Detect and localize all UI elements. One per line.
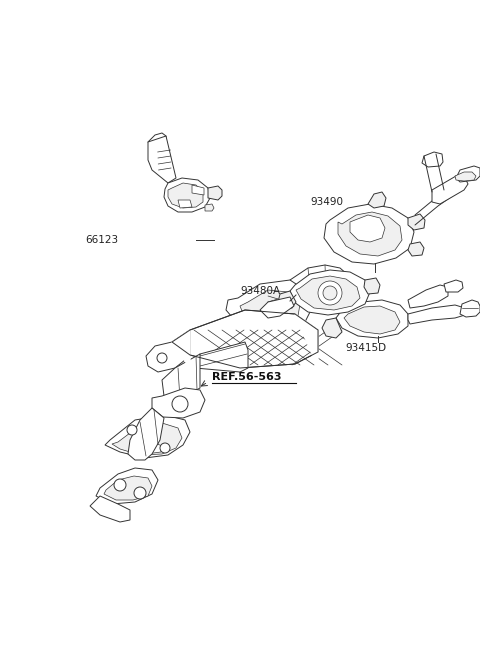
Polygon shape: [296, 276, 360, 310]
Polygon shape: [368, 192, 386, 208]
Polygon shape: [148, 136, 176, 183]
Polygon shape: [195, 342, 248, 372]
Polygon shape: [208, 186, 222, 200]
Polygon shape: [455, 172, 476, 181]
Polygon shape: [96, 468, 158, 504]
Polygon shape: [226, 280, 312, 334]
Text: 66123: 66123: [85, 235, 118, 245]
Polygon shape: [240, 290, 300, 326]
Polygon shape: [105, 415, 190, 458]
Polygon shape: [90, 496, 130, 522]
Circle shape: [157, 353, 167, 363]
Polygon shape: [290, 270, 370, 315]
Polygon shape: [290, 265, 348, 292]
Circle shape: [160, 443, 170, 453]
Circle shape: [134, 487, 146, 499]
Polygon shape: [260, 297, 294, 318]
Text: 93480A: 93480A: [240, 286, 280, 296]
Circle shape: [323, 286, 337, 300]
Polygon shape: [104, 476, 152, 500]
Polygon shape: [128, 408, 164, 460]
Polygon shape: [164, 178, 210, 212]
Text: 93415D: 93415D: [345, 343, 386, 353]
Polygon shape: [422, 152, 443, 167]
Polygon shape: [162, 354, 200, 400]
Polygon shape: [178, 200, 192, 208]
Polygon shape: [205, 204, 214, 211]
Text: REF.56-563: REF.56-563: [212, 372, 281, 382]
Circle shape: [172, 396, 188, 412]
Polygon shape: [148, 133, 166, 148]
Polygon shape: [408, 242, 424, 256]
Polygon shape: [350, 215, 385, 242]
Polygon shape: [278, 291, 296, 308]
Polygon shape: [140, 443, 162, 454]
Circle shape: [318, 281, 342, 305]
Polygon shape: [338, 212, 402, 256]
Polygon shape: [172, 330, 190, 368]
Polygon shape: [146, 330, 190, 372]
Polygon shape: [408, 214, 425, 230]
Polygon shape: [322, 318, 342, 338]
Polygon shape: [456, 166, 480, 182]
Polygon shape: [344, 306, 400, 334]
Polygon shape: [460, 300, 480, 317]
Polygon shape: [168, 183, 203, 208]
Polygon shape: [152, 388, 205, 418]
Text: 93490: 93490: [310, 197, 343, 207]
Polygon shape: [408, 285, 448, 308]
Polygon shape: [444, 280, 463, 292]
Circle shape: [127, 425, 137, 435]
Polygon shape: [192, 185, 204, 195]
Polygon shape: [112, 423, 182, 455]
Circle shape: [114, 479, 126, 491]
Polygon shape: [172, 310, 318, 368]
Polygon shape: [364, 278, 380, 294]
Polygon shape: [324, 204, 414, 264]
Polygon shape: [432, 176, 468, 204]
Polygon shape: [408, 305, 465, 324]
Polygon shape: [295, 314, 318, 368]
Polygon shape: [336, 300, 408, 338]
